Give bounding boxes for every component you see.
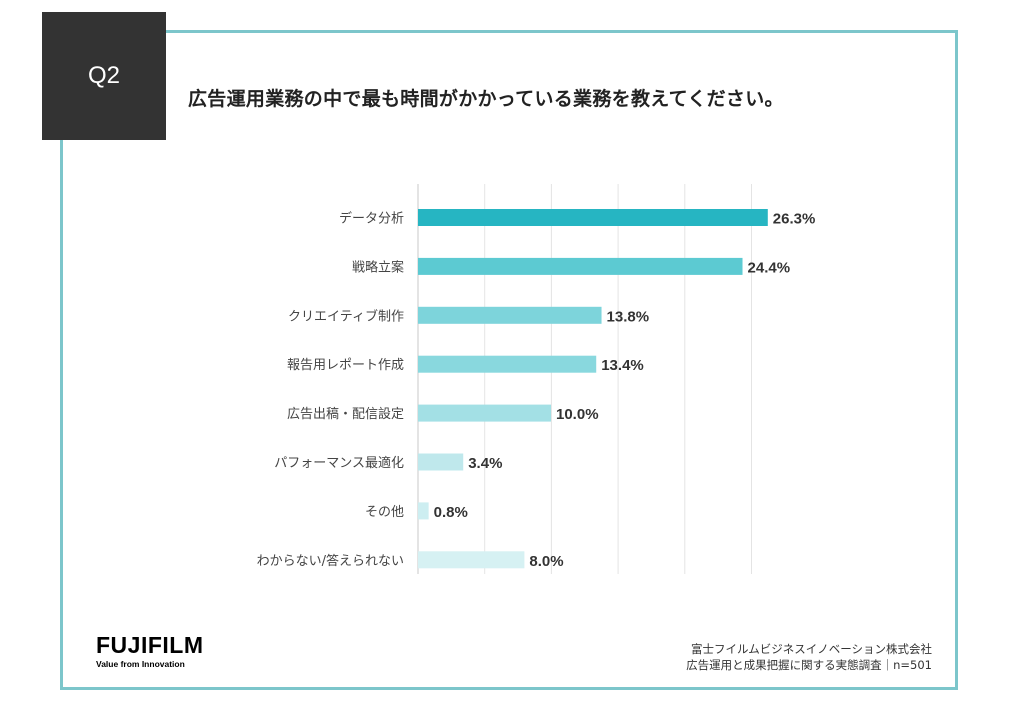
question-number: Q2 [87,62,120,89]
category-label: 戦略立案 [352,259,404,275]
logo-wordmark: FUJIFILM [96,632,204,658]
data-label: 26.3% [773,211,816,228]
bar [418,502,429,520]
source-note: 富士フイルムビジネスイノベーション株式会社 広告運用と成果把握に関する実態調査｜… [686,641,932,673]
bar [418,355,597,373]
data-label: 3.4% [468,455,502,472]
fujifilm-logo: FUJIFILM Value from Innovation [96,632,204,670]
bar [418,209,768,226]
category-label: データ分析 [339,211,404,227]
data-label: 10.0% [556,406,599,423]
data-label: 24.4% [748,259,791,276]
category-label: 広告出稿・配信設定 [287,406,404,422]
category-label: 報告用レポート作成 [287,358,404,373]
data-label: 13.8% [607,308,650,325]
source-company: 富士フイルムビジネスイノベーション株式会社 [690,642,932,656]
bar [418,306,602,324]
data-label: 8.0% [529,553,563,570]
data-label: 13.4% [601,357,644,374]
bar [418,404,551,422]
question-title: 広告運用業務の中で最も時間がかかっている業務を教えてください。 [188,88,784,110]
bar [418,257,743,275]
question-badge: Q2 [42,12,166,140]
card-frame [60,30,958,690]
source-survey: 広告運用と成果把握に関する実態調査｜n=501 [686,658,932,672]
category-label: わからない/答えられない [257,553,404,569]
data-label: 0.8% [434,504,468,521]
logo-tagline: Value from Innovation [96,659,185,669]
bar [418,551,525,569]
category-label: クリエイティブ制作 [288,308,404,324]
bar [418,453,464,471]
category-label: パフォーマンス最適化 [274,455,404,471]
category-label: その他 [365,505,404,520]
